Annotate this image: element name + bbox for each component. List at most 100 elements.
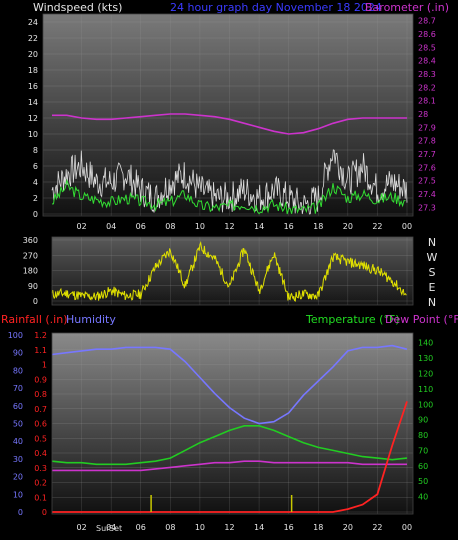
barometer-tick-label: 28.5 xyxy=(418,43,436,52)
temperature-tick-label: 40 xyxy=(418,493,428,502)
temperature-tick-label: 110 xyxy=(418,385,433,394)
temperature-line xyxy=(51,425,408,466)
temperature-axis-title: Temperature (°F) xyxy=(305,313,400,326)
direction-panel xyxy=(52,237,413,305)
wind-tick-label: 8 xyxy=(33,146,38,155)
temperature-tick-label: 120 xyxy=(418,369,433,378)
wind-tick-label: 0 xyxy=(33,210,38,219)
humidity-axis-title: Humidity xyxy=(66,313,116,326)
barometer-tick-label: 27.9 xyxy=(418,123,436,132)
barometer-tick-label: 27.7 xyxy=(418,150,436,159)
x-tick-label: 12 xyxy=(224,523,234,532)
barometer-tick-label: 27.5 xyxy=(418,177,436,186)
rain-tick-label: 0.9 xyxy=(34,375,47,384)
barometer-tick-label: 27.6 xyxy=(418,163,436,172)
x-tick-label: 20 xyxy=(343,222,353,231)
rain-tick-label: 0 xyxy=(42,508,47,517)
temperature-tick-label: 50 xyxy=(418,477,428,486)
wind-tick-label: 22 xyxy=(28,34,38,43)
rain-tick-label: 1 xyxy=(42,361,47,370)
compass-label: N xyxy=(428,236,436,249)
barometer-tick-label: 28.4 xyxy=(418,57,436,66)
panel-border xyxy=(51,332,414,515)
direction-tick-label: 90 xyxy=(28,282,38,291)
humidity-tick-label: 80 xyxy=(13,366,23,375)
x-tick-label: 22 xyxy=(372,523,382,532)
x-tick-label: 00 xyxy=(402,523,412,532)
panel-border xyxy=(51,236,414,306)
rain-tick-label: 0.6 xyxy=(34,420,47,429)
x-tick-label: 00 xyxy=(402,222,412,231)
direction-tick-label: 0 xyxy=(33,297,38,306)
x-tick-label: 02 xyxy=(76,523,86,532)
temperature-tick-label: 60 xyxy=(418,462,428,471)
rain-tick-label: 1.1 xyxy=(34,346,47,355)
humidity-line xyxy=(51,344,408,425)
barometer-tick-label: 28.3 xyxy=(418,70,436,79)
chart-title: 24 hour graph day November 18 2024 xyxy=(170,1,382,14)
rain-tick-label: 1.2 xyxy=(34,331,47,340)
temperature-tick-label: 70 xyxy=(418,446,428,455)
temperature-tick-label: 130 xyxy=(418,354,433,363)
direction-tick-label: 180 xyxy=(23,267,38,276)
humidity-tick-label: 90 xyxy=(13,349,23,358)
rain-tick-label: 0.7 xyxy=(34,405,47,414)
humidity-tick-label: 30 xyxy=(13,455,23,464)
humidity-tick-label: 20 xyxy=(13,473,23,482)
x-tick-label: 16 xyxy=(284,222,294,231)
barometer-axis-title: Barometer (.in) xyxy=(365,1,449,14)
x-tick-label: 06 xyxy=(136,222,146,231)
gust-line xyxy=(51,149,408,215)
panel-border xyxy=(42,13,414,217)
wind-tick-label: 14 xyxy=(28,98,38,107)
wind-tick-label: 12 xyxy=(28,114,38,123)
x-tick-label: 18 xyxy=(313,523,323,532)
x-tick-label: 16 xyxy=(284,523,294,532)
humidity-tick-label: 40 xyxy=(13,437,23,446)
humidity-tick-label: 70 xyxy=(13,384,23,393)
wind-tick-label: 18 xyxy=(28,66,38,75)
barometer-tick-label: 28 xyxy=(418,110,428,119)
barometer-tick-label: 28.1 xyxy=(418,97,436,106)
wind-tick-label: 20 xyxy=(28,50,38,59)
rain-tick-label: 0.1 xyxy=(34,493,47,502)
direction-tick-label: 270 xyxy=(23,251,38,260)
x-tick-label: 10 xyxy=(195,523,205,532)
rain-tick-label: 0.5 xyxy=(34,434,47,443)
x-tick-label: 06 xyxy=(136,523,146,532)
barometer-tick-label: 28.7 xyxy=(418,17,436,26)
direction-tick-label: 360 xyxy=(23,236,38,245)
wind-tick-label: 24 xyxy=(28,18,38,27)
humidity-tick-label: 50 xyxy=(13,420,23,429)
x-tick-label: 12 xyxy=(224,222,234,231)
wind-tick-label: 6 xyxy=(33,162,38,171)
barometer-tick-label: 28.6 xyxy=(418,30,436,39)
dewpoint-axis-title: Dew Point (°F) xyxy=(385,313,458,326)
humidity-tick-label: 60 xyxy=(13,402,23,411)
humidity-tick-label: 0 xyxy=(18,508,23,517)
temperature-tick-label: 140 xyxy=(418,339,433,348)
humidity-tick-label: 10 xyxy=(13,490,23,499)
barometer-tick-label: 27.3 xyxy=(418,203,436,212)
temperature-tick-label: 80 xyxy=(418,431,428,440)
wind-tick-label: 2 xyxy=(33,194,38,203)
barometer-tick-label: 27.4 xyxy=(418,190,436,199)
compass-label: E xyxy=(429,281,436,294)
temperature-tick-label: 90 xyxy=(418,416,428,425)
wind-axis-title: Windspeed (kts) xyxy=(33,1,122,14)
humidity-tick-label: 100 xyxy=(8,331,23,340)
rainfall-line xyxy=(52,401,408,513)
x-tick-label: 14 xyxy=(254,523,264,532)
rain-tick-label: 0.3 xyxy=(34,464,47,473)
barometer-tick-label: 28.2 xyxy=(418,83,436,92)
x-tick-label: 14 xyxy=(254,222,264,231)
x-tick-label: 04 xyxy=(106,222,116,231)
x-tick-label: 08 xyxy=(165,523,175,532)
sunset-label: Set xyxy=(109,524,122,533)
x-tick-label: 20 xyxy=(343,523,353,532)
barometer-tick-label: 27.8 xyxy=(418,137,436,146)
x-tick-label: 02 xyxy=(76,222,86,231)
rainfall-axis-title: Rainfall (.in) xyxy=(1,313,68,326)
compass-label: W xyxy=(427,251,438,264)
